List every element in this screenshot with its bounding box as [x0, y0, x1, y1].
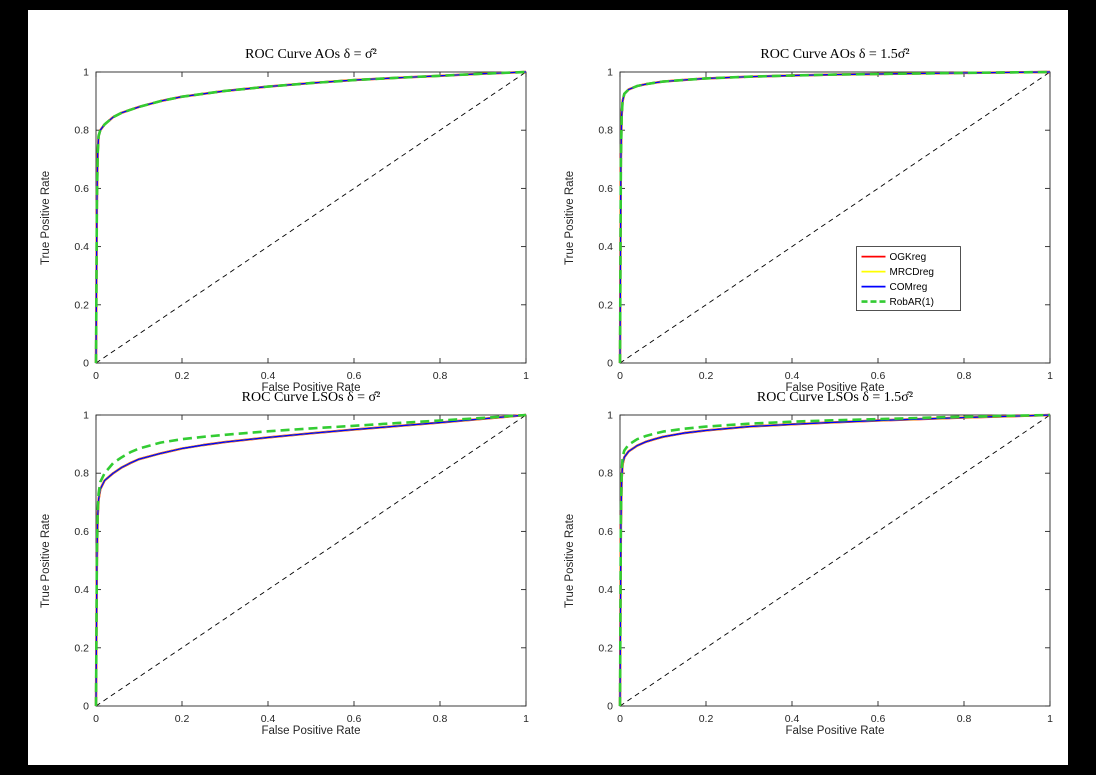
x-tick-label: 0.4 — [261, 370, 276, 382]
x-tick-label: 0.8 — [433, 370, 448, 382]
reference-diagonal — [619, 71, 1051, 364]
y-tick-label: 0.2 — [74, 299, 89, 311]
x-tick-label: 0 — [617, 370, 623, 382]
legend-label: COMreg — [890, 282, 928, 293]
y-tick-label: 0.8 — [74, 468, 89, 480]
subplot-roc-lsos-var: ROC Curve LSOs δ = σ̂² True Positive Rat… — [28, 381, 544, 758]
y-tick-label: 0 — [83, 358, 89, 370]
x-tick-label: 0.6 — [871, 370, 886, 382]
x-axis-label: False Positive Rate — [785, 725, 885, 737]
x-tick-label: 0.2 — [175, 370, 190, 382]
subplot-roc-aos-var: ROC Curve AOs δ = σ̂² True Positive Rate… — [28, 38, 544, 415]
x-axis-label: False Positive Rate — [785, 382, 885, 394]
chart-title: ROC Curve LSOs δ = σ̂² — [241, 390, 381, 405]
y-tick-label: 0.2 — [598, 299, 613, 311]
x-tick-label: 0.8 — [957, 370, 972, 382]
chart-title: ROC Curve AOs δ = σ̂² — [245, 47, 377, 62]
series-RobAR(1) — [94, 70, 527, 364]
x-tick-label: 0.6 — [871, 713, 886, 725]
y-tick-label: 0.8 — [598, 468, 613, 480]
legend-label: RobAR(1) — [890, 297, 934, 308]
y-tick-label: 0.6 — [598, 183, 613, 195]
x-tick-label: 0 — [93, 713, 99, 725]
x-axis-label: False Positive Rate — [261, 382, 361, 394]
y-tick-label: 0.8 — [74, 125, 89, 137]
x-tick-label: 0 — [617, 713, 623, 725]
y-tick-label: 0.6 — [74, 526, 89, 538]
x-tick-label: 1 — [523, 713, 529, 725]
legend-label: MRCDreg — [890, 267, 934, 278]
legend-label: OGKreg — [890, 252, 927, 263]
y-tick-label: 0.4 — [598, 584, 613, 596]
y-tick-label: 0.6 — [598, 526, 613, 538]
x-tick-label: 0.2 — [699, 370, 714, 382]
y-tick-label: 0 — [607, 701, 613, 713]
reference-diagonal — [95, 71, 527, 364]
x-tick-label: 0.8 — [433, 713, 448, 725]
x-tick-label: 1 — [523, 370, 529, 382]
y-tick-label: 0.4 — [74, 241, 89, 253]
reference-diagonal — [619, 414, 1051, 707]
chart-title: ROC Curve AOs δ = 1.5σ̂² — [760, 47, 910, 62]
subplot-roc-lsos-var15: ROC Curve LSOs δ = 1.5σ̂² True Positive … — [552, 381, 1068, 758]
x-tick-label: 1 — [1047, 713, 1053, 725]
y-tick-label: 0.8 — [598, 125, 613, 137]
x-tick-label: 0.4 — [261, 713, 276, 725]
series-RobAR(1) — [618, 413, 1051, 707]
y-tick-label: 1 — [607, 67, 613, 79]
chart-title: ROC Curve LSOs δ = 1.5σ̂² — [756, 390, 914, 405]
x-tick-label: 0.4 — [785, 370, 800, 382]
legend: OGKreg MRCDreg COMreg RobAR(1) — [856, 246, 961, 312]
x-tick-label: 0 — [93, 370, 99, 382]
series-RobAR(1) — [94, 413, 527, 707]
x-tick-label: 1 — [1047, 370, 1053, 382]
y-tick-label: 0.2 — [74, 642, 89, 654]
y-tick-label: 1 — [83, 410, 89, 422]
x-tick-label: 0.6 — [347, 713, 362, 725]
plot-area: 0 0.2 0.4 0.6 0.8 1 0 0.2 0.4 0.6 0.8 1 OGKreg MRCDre… — [598, 67, 1053, 383]
subplot-roc-aos-var15: ROC Curve AOs δ = 1.5σ̂² True Positive R… — [552, 38, 1068, 415]
plot-area: 0 0.2 0.4 0.6 0.8 1 0 0.2 0.4 0.6 0.8 1 — [74, 410, 529, 726]
series-RobAR(1) — [618, 70, 1051, 364]
x-axis-label: False Positive Rate — [261, 725, 361, 737]
y-tick-label: 0.4 — [598, 241, 613, 253]
x-tick-label: 0.4 — [785, 713, 800, 725]
y-tick-label: 0 — [83, 701, 89, 713]
y-tick-label: 0.4 — [74, 584, 89, 596]
x-tick-label: 0.6 — [347, 370, 362, 382]
y-tick-label: 1 — [83, 67, 89, 79]
x-tick-label: 0.2 — [175, 713, 190, 725]
reference-diagonal — [95, 414, 527, 707]
y-tick-label: 1 — [607, 410, 613, 422]
plot-area: 0 0.2 0.4 0.6 0.8 1 0 0.2 0.4 0.6 0.8 1 — [74, 67, 529, 383]
x-tick-label: 0.8 — [957, 713, 972, 725]
figure-canvas: ROC Curve AOs δ = σ̂² True Positive Rate… — [28, 10, 1068, 765]
y-tick-label: 0.6 — [74, 183, 89, 195]
y-tick-label: 0.2 — [598, 642, 613, 654]
plot-area: 0 0.2 0.4 0.6 0.8 1 0 0.2 0.4 0.6 0.8 1 — [598, 410, 1053, 726]
x-tick-label: 0.2 — [699, 713, 714, 725]
y-tick-label: 0 — [607, 358, 613, 370]
